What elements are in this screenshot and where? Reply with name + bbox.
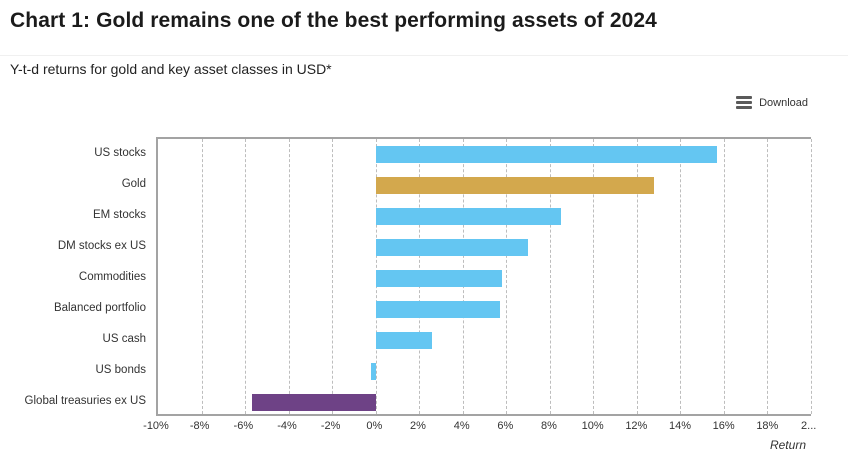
gridline-16 <box>723 139 725 414</box>
bar-us-stocks[interactable] <box>375 146 718 163</box>
chart-subtitle: Y-t-d returns for gold and key asset cla… <box>10 61 332 77</box>
gridline-8 <box>549 139 551 414</box>
x-tick-label-10: -10% <box>143 420 169 432</box>
bar-gold[interactable] <box>375 177 655 194</box>
download-label: Download <box>759 96 808 109</box>
gridline-12 <box>636 139 638 414</box>
x-tick-label-8: -8% <box>189 420 210 432</box>
x-tick-label-0: 0% <box>366 420 383 432</box>
bar-commodities[interactable] <box>375 270 502 287</box>
gridline-2 <box>811 139 812 414</box>
x-tick-label-8: 8% <box>541 420 557 432</box>
bar-row-global-treasuries-ex-us <box>158 387 811 418</box>
x-tick-label-6: 6% <box>497 420 514 432</box>
x-tick-label-6: -6% <box>233 420 254 432</box>
download-menu-button[interactable]: Download <box>736 96 808 109</box>
bar-em-stocks[interactable] <box>375 208 561 225</box>
x-tick-label-2: 2... <box>801 420 817 432</box>
gridline-4 <box>288 139 290 414</box>
x-tick-label-4: -4% <box>277 420 297 432</box>
bar-row-dm-stocks-ex-us <box>158 232 811 263</box>
x-axis-labels: -10% -8% -6% -4% -2% 0% 2% 4% 6% 8% 10% 12% 14% 16% 18… <box>143 420 816 434</box>
x-tick-label-2: -2% <box>320 420 341 432</box>
bar-us-bonds[interactable] <box>371 363 376 380</box>
category-label-global-treasuries-ex-us: Global treasuries ex US <box>24 394 146 407</box>
gridline-18 <box>767 139 769 414</box>
x-tick-label-10: 10% <box>581 420 604 432</box>
bar-row-balanced-portfolio <box>158 294 811 325</box>
category-label-balanced-portfolio: Balanced portfolio <box>53 301 146 314</box>
x-axis-title: Return <box>769 438 806 452</box>
category-label-us-stocks: US stocks <box>94 146 146 159</box>
y-axis-labels: US stocks Gold EM stocks DM stocks ex US Com… <box>0 137 146 416</box>
gridline-14 <box>680 139 682 414</box>
bar-row-us-stocks <box>158 139 811 170</box>
gridline-6 <box>506 139 508 414</box>
x-tick-label-4: 4% <box>453 420 470 432</box>
category-label-em-stocks: EM stocks <box>92 208 146 221</box>
bar-global-treasuries-ex-us[interactable] <box>251 394 376 411</box>
plot-area <box>156 137 812 418</box>
bar-dm-stocks-ex-us[interactable] <box>375 239 529 256</box>
gridline-8 <box>201 139 203 414</box>
gridline-2 <box>332 139 334 414</box>
gridline-10 <box>593 139 595 414</box>
bar-row-gold <box>158 170 811 201</box>
gridline-6 <box>245 139 247 414</box>
category-label-us-cash: US cash <box>102 332 146 345</box>
bar-balanced-portfolio[interactable] <box>375 301 500 318</box>
page-title: Chart 1: Gold remains one of the best pe… <box>10 9 657 32</box>
bar-row-us-bonds <box>158 356 811 387</box>
x-tick-label-18: 18% <box>756 420 779 432</box>
x-tick-label-14: 14% <box>668 420 692 432</box>
category-label-gold: Gold <box>121 177 146 190</box>
category-label-dm-stocks-ex-us: DM stocks ex US <box>57 239 146 252</box>
category-label-commodities: Commodities <box>78 270 146 283</box>
x-tick-label-16: 16% <box>712 420 735 432</box>
x-tick-label-12: 12% <box>625 420 648 432</box>
bar-row-commodities <box>158 263 811 294</box>
bar-us-cash[interactable] <box>375 332 433 349</box>
x-tick-label-2: 2% <box>410 420 426 432</box>
hamburger-menu-icon <box>736 96 753 109</box>
title-divider <box>0 55 848 56</box>
bar-row-us-cash <box>158 325 811 356</box>
category-label-us-bonds: US bonds <box>95 363 146 376</box>
bar-row-em-stocks <box>158 201 811 232</box>
